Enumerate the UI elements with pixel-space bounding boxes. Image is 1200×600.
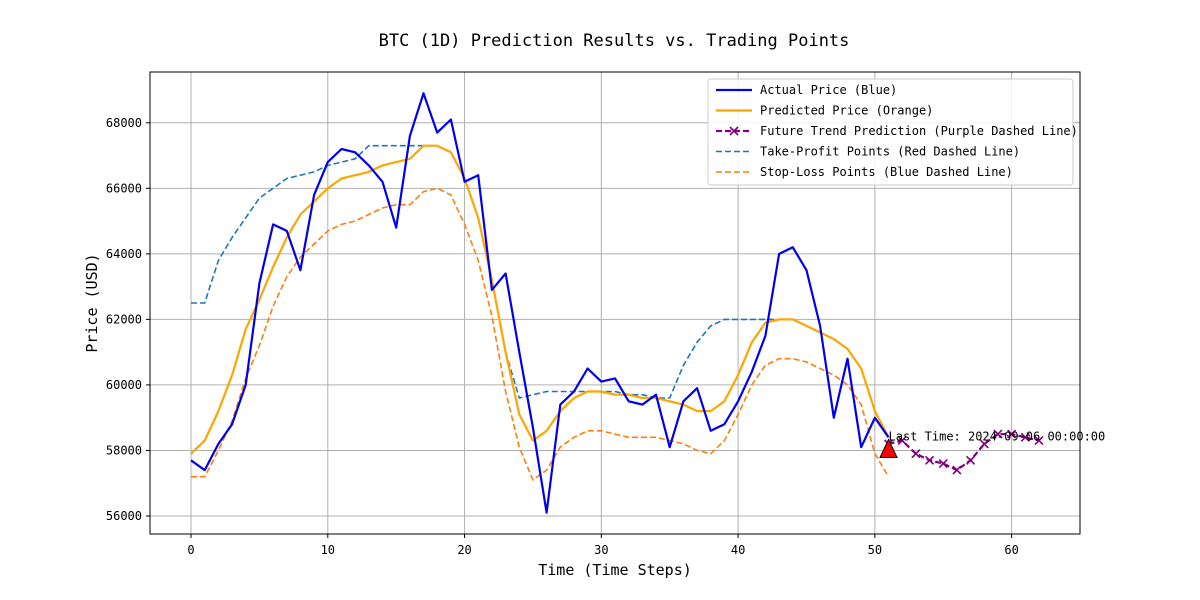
x-axis-label: Time (Time Steps) [538, 561, 692, 579]
future-trend-point-marker [897, 436, 907, 446]
x-tick-label: 10 [321, 543, 335, 557]
last-time-triangle-marker [879, 438, 898, 458]
axis-ticks: 0 10 20 30 40 50 60 56000 58000 60000 62000 64000 66… [106, 116, 1019, 557]
chart-title: BTC (1D) Prediction Results vs. Trading … [379, 31, 850, 51]
y-axis-label: Price (USD) [83, 253, 101, 352]
y-tick-label: 64000 [106, 247, 142, 261]
x-tick-label: 60 [1004, 543, 1018, 557]
x-tick-label: 50 [868, 543, 882, 557]
predicted-price-line [190, 144, 890, 455]
take-profit-points-line [191, 144, 890, 438]
future-trend-point-marker [952, 465, 962, 475]
legend-x-marker [729, 126, 739, 136]
y-tick-label: 62000 [106, 312, 142, 326]
legend-box [707, 78, 1074, 186]
x-tick-label: 30 [594, 543, 608, 557]
future-trend-point-marker [1034, 436, 1044, 446]
future-trend-point-marker [1020, 432, 1030, 442]
x-tick-label: 0 [187, 543, 194, 557]
y-tick-label: 58000 [106, 443, 142, 457]
y-tick-label: 56000 [106, 509, 142, 523]
series-layer [190, 92, 1044, 514]
plot-frame [149, 71, 1081, 535]
stop-loss-points-legend-label: Stop-Loss Points (Blue Dashed Line) [760, 165, 1013, 179]
take-profit-points-legend-label: Take-Profit Points (Red Dashed Line) [760, 145, 1020, 159]
predicted-price-legend-label: Predicted Price (Orange) [760, 104, 933, 118]
future-trend-point-marker [993, 429, 1003, 439]
y-tick-label: 66000 [106, 181, 142, 195]
future-trend-point-marker [966, 455, 976, 465]
actual-price-line [190, 92, 890, 514]
y-tick-label: 60000 [106, 378, 142, 392]
y-tick-label: 68000 [106, 116, 142, 130]
future-trend-prediction-legend-label: Future Trend Prediction (Purple Dashed L… [760, 124, 1078, 138]
future-trend-point-marker [911, 449, 921, 459]
future-trend-point-marker [1007, 429, 1017, 439]
annotation-layer: Last Time: 2024-09-06 00:00:00 [879, 430, 1106, 458]
actual-price-legend-label: Actual Price (Blue) [760, 83, 897, 97]
future-trend-point-marker [938, 458, 948, 469]
future-trend-point-marker [924, 455, 935, 465]
last-time-annotation: Last Time: 2024-09-06 00:00:00 [889, 430, 1106, 444]
legend: Actual Price (Blue) Predicted Price (Oran… [707, 78, 1078, 186]
future-trend-point-marker [979, 439, 989, 449]
x-tick-label: 40 [731, 543, 745, 557]
x-tick-label: 20 [457, 543, 471, 557]
grid [150, 72, 1080, 534]
